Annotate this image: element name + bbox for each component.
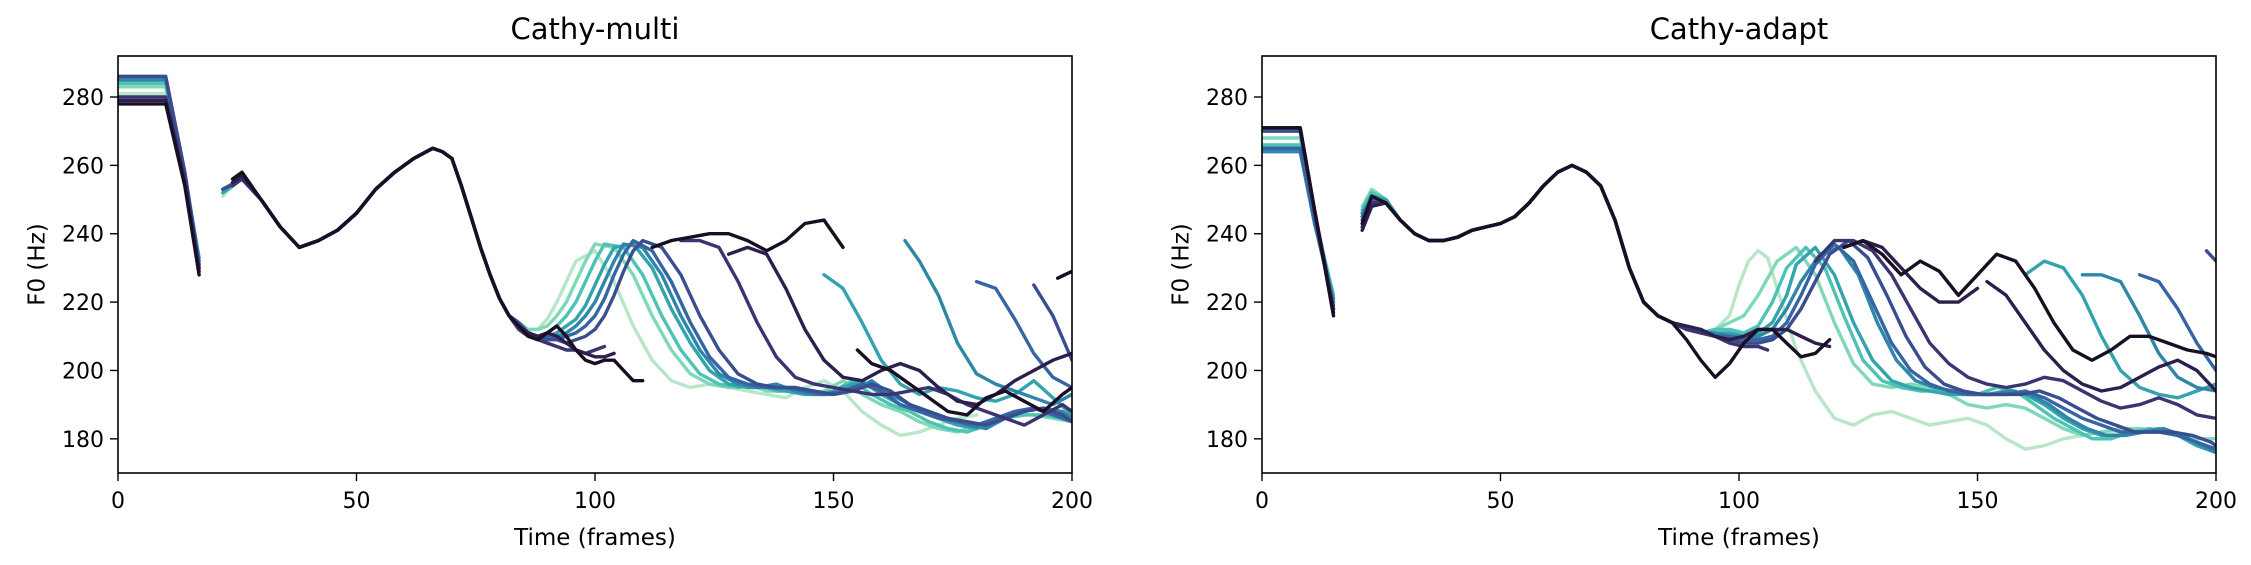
y-tick-label: 240 [62, 223, 104, 248]
x-tick-label: 0 [1255, 489, 1269, 514]
x-tick-label: 50 [1487, 489, 1515, 514]
series-line-6 [2204, 249, 2216, 263]
chart-title: Cathy-adapt [1650, 12, 1829, 46]
series-line-5 [2137, 273, 2216, 373]
plot-area: 0 50 100 150 200 180 200 220 240 260 280 [62, 55, 1093, 514]
subplot-cathy-multi: Cathy-multi Time (frames) F0 (Hz) 0 50 100… [25, 12, 1094, 551]
series-line-7 [1262, 126, 1336, 311]
series-line-6 [1262, 129, 1336, 311]
y-tick-label: 220 [1206, 291, 1248, 316]
series-line-9 [855, 348, 1072, 417]
series-line-2 [1262, 143, 1336, 297]
x-tick-label: 150 [813, 489, 855, 514]
series-line-9 [1262, 126, 1336, 318]
y-tick-label: 280 [1206, 86, 1248, 111]
series-line-2 [118, 81, 201, 263]
y-tick-label: 200 [1206, 359, 1248, 384]
series-line-5 [1262, 146, 1336, 308]
subplot-cathy-adapt: Cathy-adapt Time (frames) F0 (Hz) 0 50 100… [1169, 12, 2238, 551]
series-line-4 [118, 78, 201, 263]
series-line-3 [118, 78, 201, 260]
series-line-4 [1262, 149, 1336, 304]
x-tick-label: 100 [574, 489, 616, 514]
series-line-9 [650, 218, 845, 253]
series-line-0 [1262, 143, 1336, 304]
x-tick-label: 200 [2195, 489, 2237, 514]
y-tick-label: 260 [1206, 154, 1248, 179]
chart-title: Cathy-multi [510, 12, 679, 46]
x-tick-label: 200 [1051, 489, 1093, 514]
y-tick-label: 260 [62, 154, 104, 179]
x-tick-label: 0 [111, 489, 125, 514]
series-line-5 [974, 279, 1072, 390]
series-line-9 [230, 146, 645, 383]
series-line-7 [118, 95, 201, 270]
series-line-8 [1985, 279, 2216, 393]
series-line-7 [1813, 238, 2216, 420]
x-tick-label: 100 [1718, 489, 1760, 514]
y-tick-label: 180 [62, 428, 104, 453]
series-line-4 [903, 238, 1072, 407]
series-line-4 [2080, 273, 2216, 393]
series-line-8 [1262, 126, 1336, 315]
series-line-1 [1262, 136, 1336, 301]
y-tick-label: 280 [62, 86, 104, 111]
plot-area: 0 50 100 150 200 180 200 220 240 260 280 [1206, 55, 2237, 514]
series-line-7 [1360, 163, 1770, 352]
series-line-6 [1032, 283, 1072, 362]
series-line-3 [822, 273, 1072, 417]
series-line-9 [1055, 269, 1072, 280]
series-lines [1262, 126, 2216, 455]
x-axis-label: Time (frames) [1657, 525, 1820, 551]
series-line-9 [1842, 238, 2216, 362]
series-line-8 [1360, 163, 1832, 349]
series-lines [118, 74, 1072, 438]
x-axis-label: Time (frames) [513, 525, 676, 551]
y-tick-label: 180 [1206, 428, 1248, 453]
series-line-8 [118, 98, 201, 273]
axes-frame [1261, 55, 2217, 474]
series-line-9 [118, 102, 201, 277]
series-line-9 [1360, 163, 1832, 379]
series-line-3 [2023, 259, 2216, 400]
x-tick-label: 50 [343, 489, 371, 514]
y-tick-label: 220 [62, 291, 104, 316]
y-axis-label: F0 (Hz) [25, 223, 51, 306]
series-line-8 [726, 245, 1072, 407]
y-tick-label: 200 [62, 359, 104, 384]
series-line-3 [1262, 146, 1336, 301]
series-line-7 [679, 238, 1072, 427]
y-tick-label: 240 [1206, 223, 1248, 248]
x-tick-label: 150 [1957, 489, 1999, 514]
series-line-0 [1360, 163, 2123, 451]
y-axis-label: F0 (Hz) [1169, 223, 1195, 306]
